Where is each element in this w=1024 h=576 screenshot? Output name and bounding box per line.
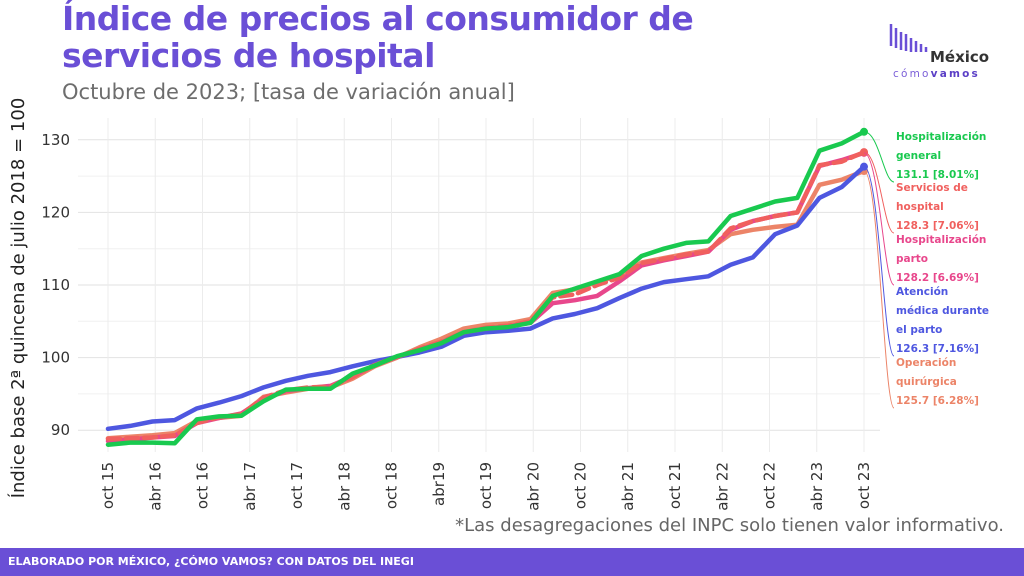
label-leader-line [863, 151, 895, 234]
x-tick-label: abr 17 [241, 462, 259, 511]
x-tick-label: abr 16 [146, 462, 164, 511]
x-tick-label: abr 21 [619, 462, 637, 511]
x-tick-label: oct 15 [99, 462, 117, 509]
logo-text-mexico: México [930, 48, 990, 66]
series-line [105, 164, 867, 432]
mexico-como-vamos-logo: México cómovamos [888, 22, 1006, 84]
label-leader-line [863, 166, 895, 357]
footnote: *Las desagregaciones del INPC solo tiene… [455, 515, 1004, 536]
series-label: Operación quirúrgica 125.7 [6.28%] [896, 357, 979, 407]
grid [78, 118, 880, 452]
footer-text: ELABORADO POR MÉXICO, ¿CÓMO VAMOS? CON D… [8, 555, 414, 568]
x-tick-label: abr 18 [335, 462, 353, 511]
x-tick-label: oct 17 [288, 462, 306, 509]
logo-text-como-vamos: cómovamos [893, 68, 980, 80]
footer-bar: ELABORADO POR MÉXICO, ¿CÓMO VAMOS? CON D… [0, 548, 1024, 576]
x-tick-label: oct 20 [572, 462, 590, 509]
label-leader-line [863, 152, 895, 286]
y-tick-label: 120 [41, 203, 70, 221]
x-tick-label: abr19 [430, 462, 448, 506]
series-label: Atención médica durante el parto 126.3 [7.1… [896, 286, 989, 355]
x-tick-label: oct 21 [666, 462, 684, 509]
x-tick-label: abr 20 [524, 462, 542, 511]
x-tick-label: oct 23 [855, 462, 873, 509]
chart-title: Índice de precios al consumidor de servi… [62, 0, 694, 75]
series-label: Hospitalización general 131.1 [8.01%] [896, 131, 986, 181]
chart-subtitle: Octubre de 2023; [tasa de variación anua… [62, 80, 515, 104]
series-label: Servicios de hospital 128.3 [7.06%] [896, 182, 979, 232]
label-leader-line [863, 170, 895, 409]
y-axis-label: Índice base 2ª quincena de julio 2018 = … [7, 98, 29, 499]
y-tick-label: 100 [41, 349, 70, 367]
y-tick-label: 90 [51, 421, 70, 439]
y-tick-label: 130 [41, 131, 70, 149]
x-tick-label: abr 22 [713, 462, 731, 511]
bars-logo-icon [889, 24, 928, 52]
x-tick-label: oct 16 [194, 462, 212, 509]
series-line [105, 129, 867, 447]
y-tick-label: 110 [41, 276, 70, 294]
y-axis: 90 100 110 120 130 [41, 131, 70, 439]
x-tick-label: oct 18 [383, 462, 401, 509]
x-tick-label: oct 19 [477, 462, 495, 509]
label-leader-line [863, 131, 895, 183]
x-tick-label: oct 22 [761, 462, 779, 509]
series-label: Hospitalización parto 128.2 [6.69%] [896, 234, 986, 284]
x-axis: oct 15 abr 16 oct 16 abr 17 oct 17 abr 18 oct … [99, 462, 873, 511]
series-lines [105, 127, 868, 447]
series-labels: Hospitalización general 131.1 [8.01%]Servi… [863, 131, 989, 409]
x-tick-label: abr 23 [808, 462, 826, 511]
